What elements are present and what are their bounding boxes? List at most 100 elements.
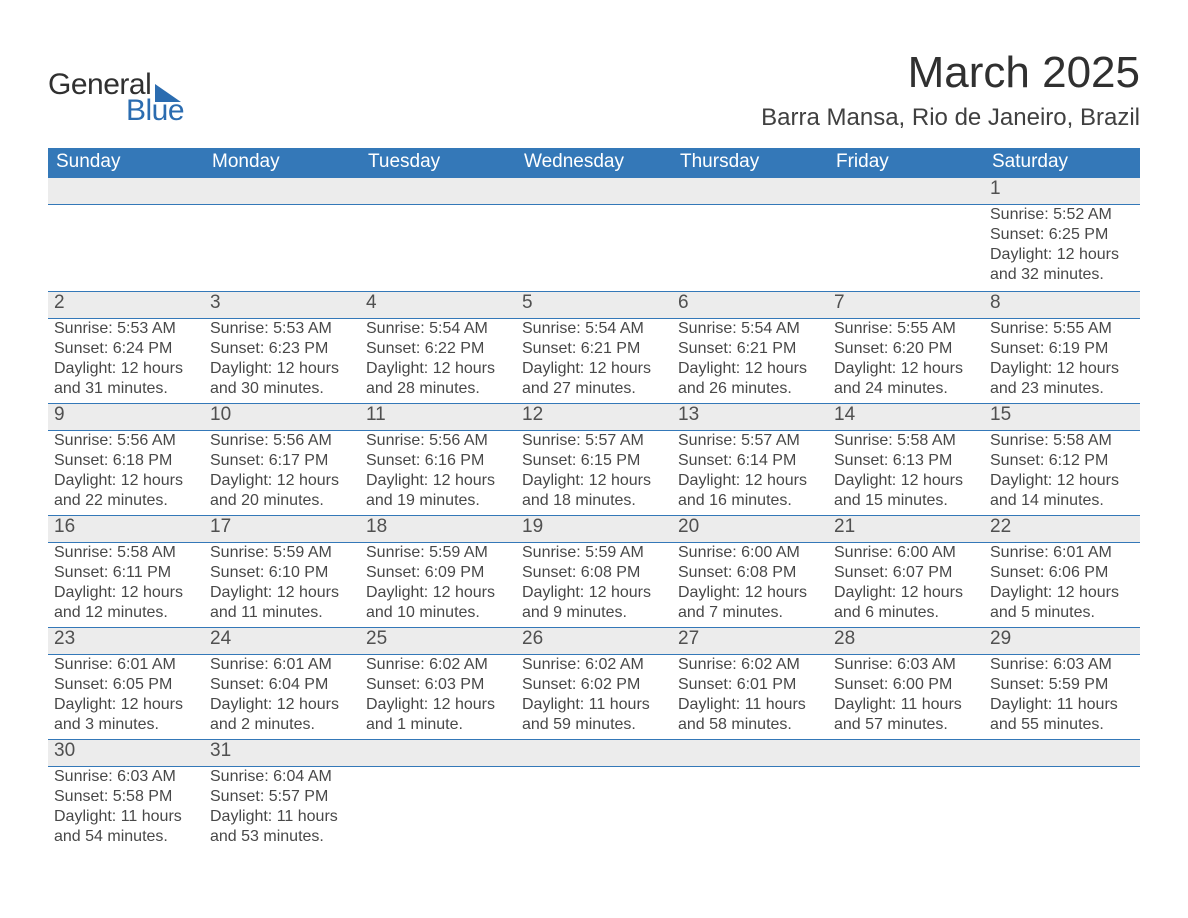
day-number: 17 — [210, 516, 231, 537]
day-detail-cell: Sunrise: 5:56 AMSunset: 6:17 PMDaylight:… — [204, 431, 360, 516]
day-detail-cell: Sunrise: 5:55 AMSunset: 6:20 PMDaylight:… — [828, 319, 984, 404]
sunrise-text: Sunrise: 5:57 AM — [522, 431, 666, 451]
daylight-text: Daylight: 11 hours and 54 minutes. — [54, 807, 198, 847]
sunset-text: Sunset: 6:18 PM — [54, 451, 198, 471]
sunrise-text: Sunrise: 6:01 AM — [54, 655, 198, 675]
weekday-header: Sunday — [48, 148, 204, 178]
sunset-text: Sunset: 6:10 PM — [210, 563, 354, 583]
day-number-row: 1 — [48, 178, 1140, 205]
sunrise-text: Sunrise: 5:56 AM — [366, 431, 510, 451]
day-number-cell: 17 — [204, 516, 360, 543]
day-detail-cell: Sunrise: 5:54 AMSunset: 6:21 PMDaylight:… — [516, 319, 672, 404]
sunset-text: Sunset: 6:05 PM — [54, 675, 198, 695]
day-number-row: 9101112131415 — [48, 404, 1140, 431]
sunrise-text: Sunrise: 5:55 AM — [990, 319, 1134, 339]
daylight-text: Daylight: 12 hours and 9 minutes. — [522, 583, 666, 623]
day-number: 19 — [522, 516, 543, 537]
day-number-cell: 12 — [516, 404, 672, 431]
sunrise-text: Sunrise: 5:59 AM — [522, 543, 666, 563]
weekday-header: Saturday — [984, 148, 1140, 178]
sunrise-text: Sunrise: 5:54 AM — [366, 319, 510, 339]
daylight-text: Daylight: 12 hours and 2 minutes. — [210, 695, 354, 735]
day-number-cell — [984, 740, 1140, 767]
sunrise-text: Sunrise: 6:03 AM — [54, 767, 198, 787]
day-number: 15 — [990, 404, 1011, 425]
day-number-cell — [828, 740, 984, 767]
sunrise-text: Sunrise: 5:59 AM — [366, 543, 510, 563]
daylight-text: Daylight: 12 hours and 28 minutes. — [366, 359, 510, 399]
sunset-text: Sunset: 6:15 PM — [522, 451, 666, 471]
sunrise-text: Sunrise: 5:54 AM — [678, 319, 822, 339]
day-number-cell: 1 — [984, 178, 1140, 205]
sunrise-text: Sunrise: 5:55 AM — [834, 319, 978, 339]
day-detail-row: Sunrise: 6:03 AMSunset: 5:58 PMDaylight:… — [48, 767, 1140, 852]
day-detail-cell — [204, 205, 360, 292]
page-header: General Blue March 2025 Barra Mansa, Rio… — [48, 48, 1140, 132]
day-number-cell: 20 — [672, 516, 828, 543]
day-detail-cell — [48, 205, 204, 292]
day-number-cell: 29 — [984, 628, 1140, 655]
daylight-text: Daylight: 12 hours and 19 minutes. — [366, 471, 510, 511]
day-number: 6 — [678, 292, 689, 313]
daylight-text: Daylight: 12 hours and 27 minutes. — [522, 359, 666, 399]
day-number-cell: 25 — [360, 628, 516, 655]
day-number-cell: 3 — [204, 292, 360, 319]
day-number: 4 — [366, 292, 377, 313]
day-detail-cell: Sunrise: 6:03 AMSunset: 6:00 PMDaylight:… — [828, 655, 984, 740]
sunrise-text: Sunrise: 6:00 AM — [834, 543, 978, 563]
day-number-cell — [672, 178, 828, 205]
sunset-text: Sunset: 6:03 PM — [366, 675, 510, 695]
sunset-text: Sunset: 6:13 PM — [834, 451, 978, 471]
sunrise-text: Sunrise: 5:58 AM — [990, 431, 1134, 451]
sunrise-text: Sunrise: 6:01 AM — [210, 655, 354, 675]
sunrise-text: Sunrise: 5:58 AM — [54, 543, 198, 563]
day-number: 2 — [54, 292, 65, 313]
sunset-text: Sunset: 6:19 PM — [990, 339, 1134, 359]
day-number-cell: 11 — [360, 404, 516, 431]
sunset-text: Sunset: 6:17 PM — [210, 451, 354, 471]
day-detail-cell: Sunrise: 6:00 AMSunset: 6:07 PMDaylight:… — [828, 543, 984, 628]
daylight-text: Daylight: 12 hours and 10 minutes. — [366, 583, 510, 623]
weekday-header: Monday — [204, 148, 360, 178]
day-detail-cell — [828, 205, 984, 292]
sunset-text: Sunset: 6:25 PM — [990, 225, 1134, 245]
day-detail-cell: Sunrise: 5:59 AMSunset: 6:09 PMDaylight:… — [360, 543, 516, 628]
sunset-text: Sunset: 6:24 PM — [54, 339, 198, 359]
daylight-text: Daylight: 12 hours and 18 minutes. — [522, 471, 666, 511]
day-number-cell: 14 — [828, 404, 984, 431]
day-detail-cell: Sunrise: 6:02 AMSunset: 6:03 PMDaylight:… — [360, 655, 516, 740]
day-number-cell: 7 — [828, 292, 984, 319]
day-number-cell: 6 — [672, 292, 828, 319]
day-detail-cell: Sunrise: 6:03 AMSunset: 5:58 PMDaylight:… — [48, 767, 204, 852]
daylight-text: Daylight: 12 hours and 22 minutes. — [54, 471, 198, 511]
daylight-text: Daylight: 11 hours and 57 minutes. — [834, 695, 978, 735]
daylight-text: Daylight: 12 hours and 5 minutes. — [990, 583, 1134, 623]
day-number: 18 — [366, 516, 387, 537]
day-detail-cell: Sunrise: 5:57 AMSunset: 6:15 PMDaylight:… — [516, 431, 672, 516]
day-number-cell — [828, 178, 984, 205]
day-number: 1 — [990, 178, 1001, 199]
day-number-cell: 18 — [360, 516, 516, 543]
day-number-cell: 28 — [828, 628, 984, 655]
day-number: 14 — [834, 404, 855, 425]
day-number: 16 — [54, 516, 75, 537]
day-number: 12 — [522, 404, 543, 425]
day-detail-row: Sunrise: 5:58 AMSunset: 6:11 PMDaylight:… — [48, 543, 1140, 628]
daylight-text: Daylight: 11 hours and 55 minutes. — [990, 695, 1134, 735]
day-detail-row: Sunrise: 6:01 AMSunset: 6:05 PMDaylight:… — [48, 655, 1140, 740]
day-number-cell: 8 — [984, 292, 1140, 319]
day-detail-cell: Sunrise: 5:54 AMSunset: 6:22 PMDaylight:… — [360, 319, 516, 404]
page-subtitle-location: Barra Mansa, Rio de Janeiro, Brazil — [761, 104, 1140, 132]
day-number: 22 — [990, 516, 1011, 537]
sunset-text: Sunset: 6:00 PM — [834, 675, 978, 695]
day-detail-cell — [360, 767, 516, 852]
sunset-text: Sunset: 6:14 PM — [678, 451, 822, 471]
sunset-text: Sunset: 6:12 PM — [990, 451, 1134, 471]
day-number-cell: 16 — [48, 516, 204, 543]
day-number-row: 23242526272829 — [48, 628, 1140, 655]
day-detail-cell: Sunrise: 5:55 AMSunset: 6:19 PMDaylight:… — [984, 319, 1140, 404]
day-number: 26 — [522, 628, 543, 649]
day-detail-cell: Sunrise: 5:56 AMSunset: 6:18 PMDaylight:… — [48, 431, 204, 516]
day-number-cell — [48, 178, 204, 205]
sunrise-text: Sunrise: 5:59 AM — [210, 543, 354, 563]
